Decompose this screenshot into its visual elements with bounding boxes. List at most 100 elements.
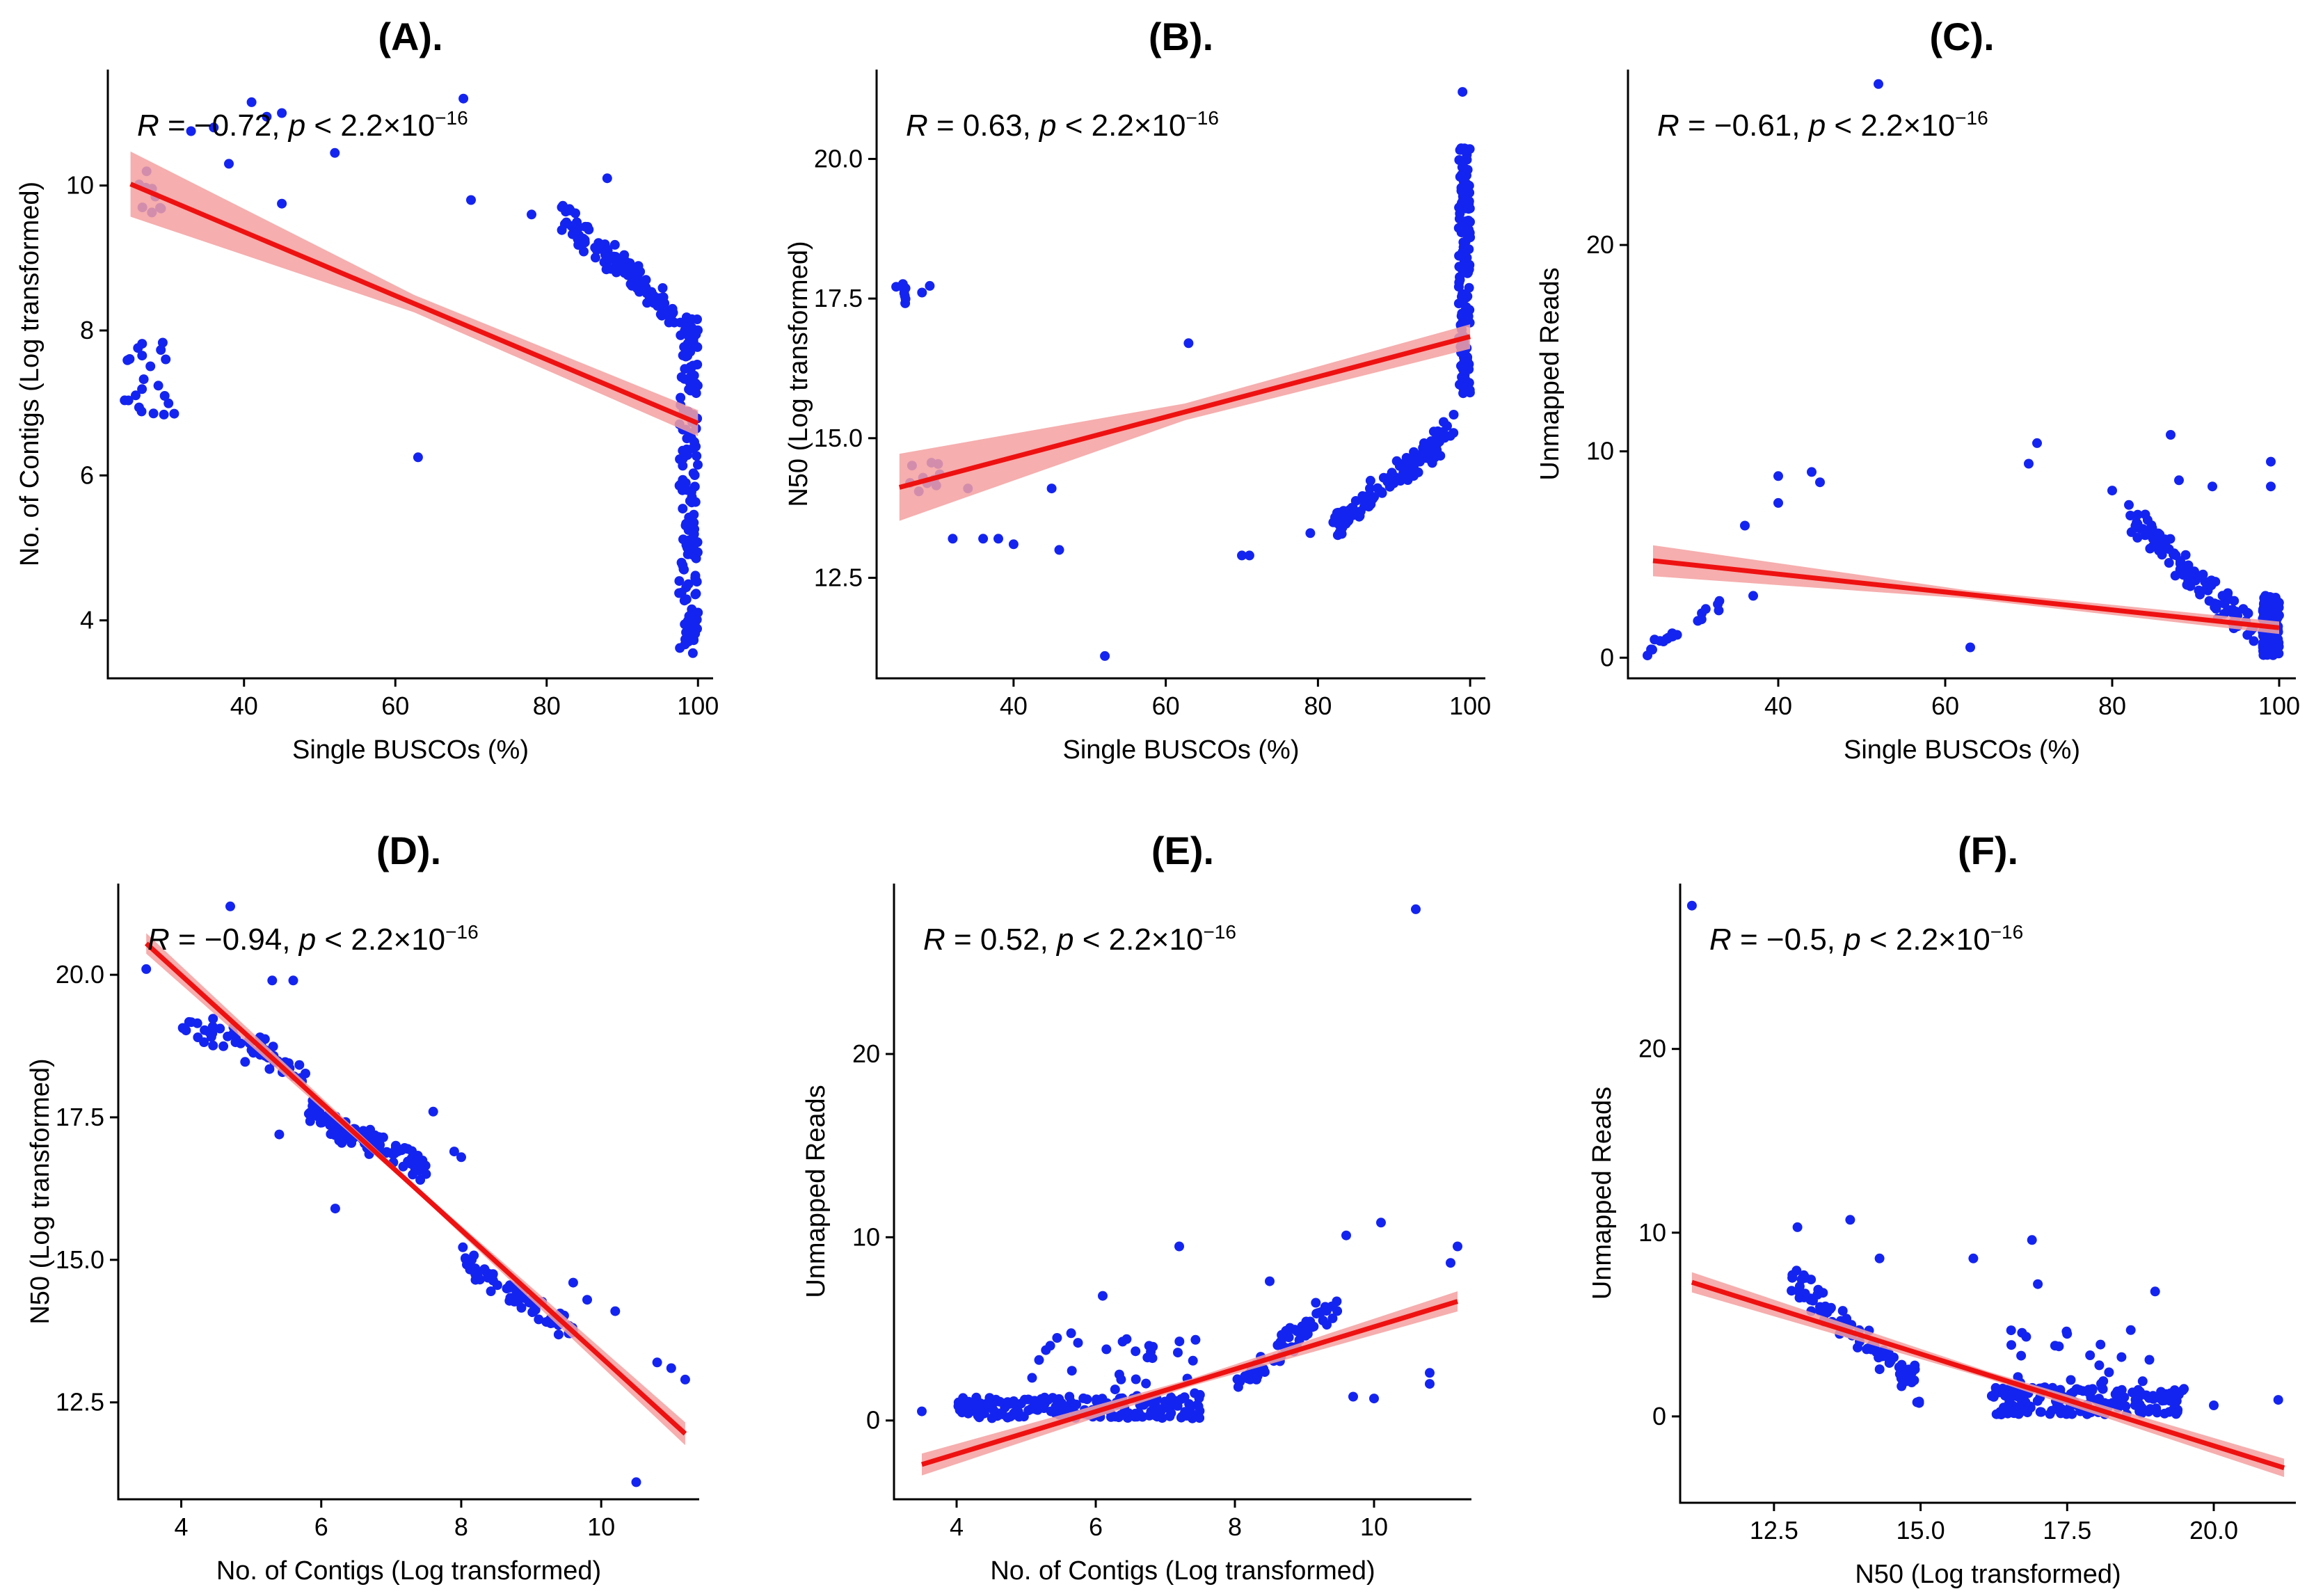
data-point — [397, 1145, 407, 1156]
data-point — [582, 1295, 592, 1305]
data-point — [159, 409, 169, 420]
data-point — [1366, 499, 1376, 509]
data-point — [2210, 577, 2221, 587]
data-point — [917, 287, 927, 298]
data-point — [186, 126, 196, 136]
y-tick-label: 20.0 — [814, 144, 863, 173]
data-point — [1073, 1338, 1083, 1348]
data-point — [1837, 1306, 1848, 1316]
data-point — [1051, 1401, 1061, 1412]
data-point — [2137, 1376, 2148, 1387]
data-point — [2107, 486, 2117, 496]
p-exponent: −16 — [435, 107, 468, 129]
data-point — [456, 1152, 466, 1163]
data-point — [1456, 228, 1467, 238]
data-point — [693, 460, 703, 470]
r-symbol: R — [923, 923, 945, 957]
data-point — [899, 284, 909, 294]
data-point — [413, 452, 423, 463]
data-point — [2015, 1393, 2025, 1403]
data-point — [2166, 1391, 2176, 1402]
data-point — [2262, 596, 2273, 607]
data-point — [1008, 539, 1019, 550]
data-point — [688, 532, 699, 542]
data-point — [1874, 1352, 1884, 1363]
data-point — [288, 975, 298, 986]
data-point — [207, 1028, 218, 1039]
data-point — [917, 1406, 927, 1417]
data-point — [1232, 1374, 1243, 1384]
data-point — [691, 589, 701, 599]
x-tick-label: 8 — [1228, 1513, 1242, 1541]
data-point — [568, 1277, 578, 1288]
data-point — [1453, 1241, 1462, 1252]
data-point — [1012, 1400, 1022, 1410]
data-point — [1411, 904, 1421, 914]
data-point — [1052, 1333, 1062, 1343]
data-point — [502, 1284, 512, 1294]
correlation-annotation: R = −0.72, p < 2.2×10−16 — [137, 107, 468, 143]
data-point — [1968, 1253, 1979, 1263]
data-point — [679, 596, 689, 606]
data-point — [1794, 1293, 1805, 1303]
panel-a: (A). 40 60 80 100 4 6 8 10 Single BUSCOs (%) No. o… — [15, 15, 719, 765]
data-point — [925, 280, 935, 291]
data-point — [1348, 1391, 1358, 1402]
data-point — [2266, 456, 2276, 467]
data-point — [1458, 317, 1468, 328]
x-axis-label: No. of Contigs (Log transformed) — [216, 1556, 601, 1586]
data-point — [687, 548, 697, 558]
data-point — [659, 308, 669, 319]
data-point — [682, 338, 693, 349]
r-symbol: R — [147, 923, 170, 957]
data-point — [186, 1017, 196, 1028]
data-point — [679, 564, 689, 575]
data-point — [557, 225, 567, 235]
data-point — [1460, 309, 1471, 319]
r-value: = 0.52, — [945, 923, 1057, 957]
data-point — [610, 1306, 621, 1316]
data-point — [567, 229, 577, 239]
data-point — [692, 381, 703, 391]
data-point — [1448, 428, 1459, 438]
data-point — [529, 1306, 539, 1316]
data-point — [2160, 1408, 2170, 1419]
p-exponent: −16 — [1955, 107, 1988, 129]
data-point — [215, 1023, 225, 1034]
data-point — [1183, 338, 1194, 349]
data-point — [1713, 599, 1723, 609]
y-tick-label: 10 — [852, 1222, 880, 1251]
data-point — [1425, 1368, 1435, 1378]
data-point — [1806, 1275, 1817, 1285]
panel-title: (B). — [1149, 15, 1213, 58]
data-point — [2104, 1367, 2114, 1378]
panel-c: (C). 40 60 80 100 0 10 20 Single BUSCOs (%) Unmap… — [1535, 15, 2300, 765]
data-point — [1032, 1405, 1043, 1415]
data-point — [621, 257, 632, 267]
data-point — [378, 1132, 388, 1142]
regression-line — [144, 941, 687, 1436]
data-point — [1114, 1369, 1124, 1380]
data-point — [1162, 1403, 1172, 1413]
x-tick-label: 80 — [2098, 692, 2126, 720]
data-point — [2025, 1401, 2036, 1412]
data-point — [415, 1174, 426, 1185]
y-tick-label: 20 — [1638, 1035, 1666, 1063]
x-tick-label: 40 — [1000, 692, 1028, 720]
data-point — [1455, 209, 1465, 218]
data-point — [1000, 1398, 1010, 1408]
data-point — [1460, 180, 1471, 190]
data-point — [678, 504, 688, 514]
data-point — [687, 443, 698, 454]
correlation-annotation: R = −0.94, p < 2.2×10−16 — [147, 921, 479, 957]
data-point — [1121, 1334, 1132, 1344]
data-point — [413, 1165, 424, 1176]
data-point — [458, 93, 469, 104]
data-point — [1064, 1391, 1075, 1402]
data-point — [1277, 1330, 1287, 1340]
data-point — [2164, 558, 2174, 568]
p-symbol: p — [1842, 923, 1860, 957]
data-point — [1341, 507, 1351, 518]
y-tick-label: 4 — [80, 606, 94, 635]
data-point — [305, 1116, 315, 1126]
